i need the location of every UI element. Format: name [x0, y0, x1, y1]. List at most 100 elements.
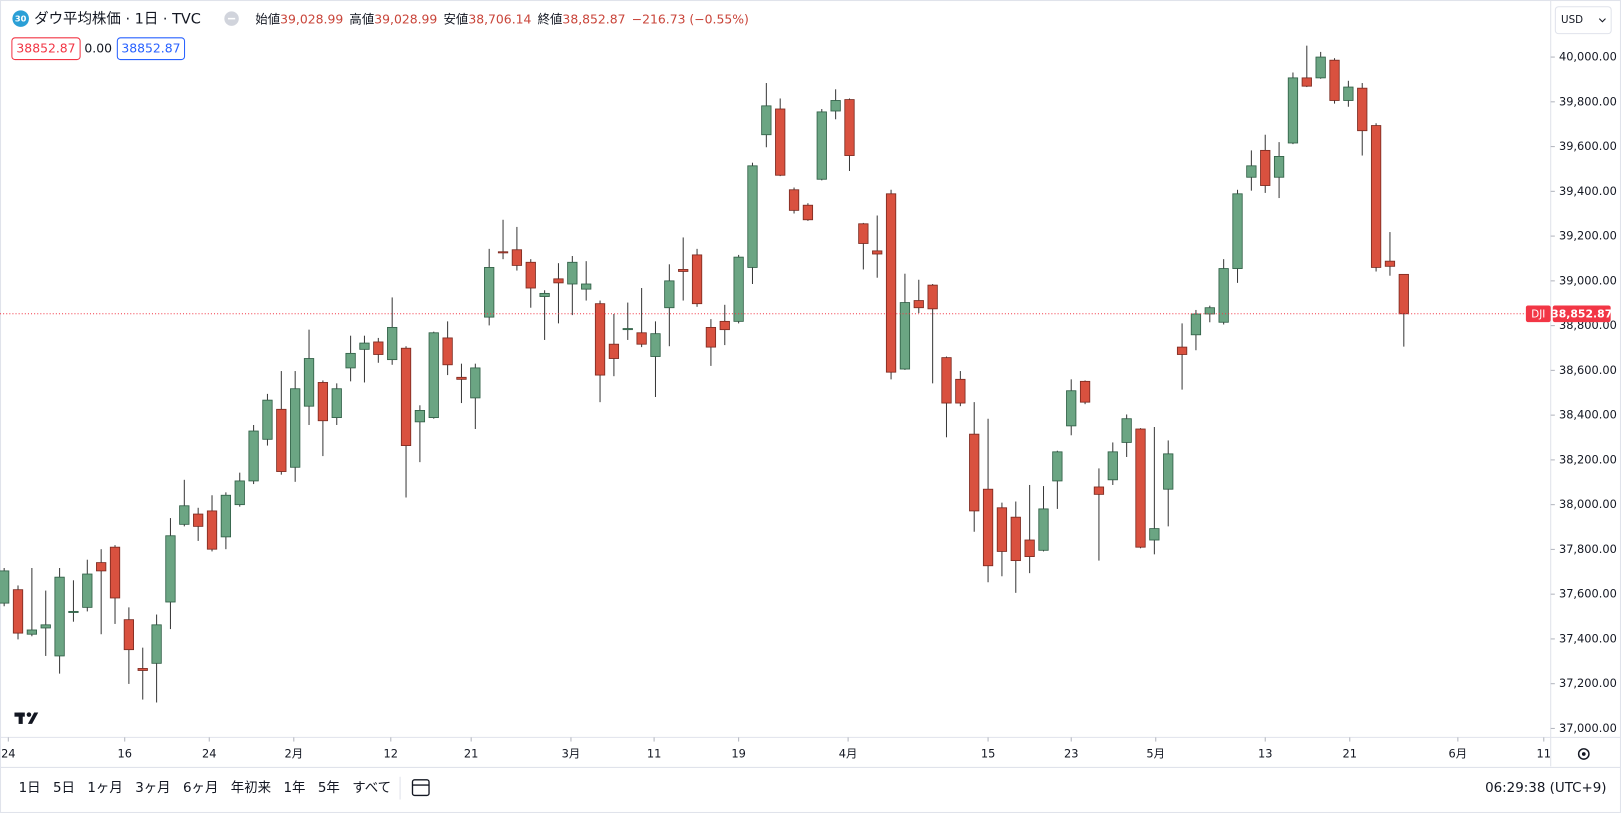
candle-body — [276, 408, 287, 472]
price-tag-text: 38,852.87 — [1551, 307, 1612, 320]
candle-body — [193, 513, 204, 527]
y-tick-label: 40,000.00 — [1559, 50, 1617, 64]
candle-body — [1038, 508, 1049, 551]
ohlc-label: 終値 — [538, 11, 563, 26]
settings-button[interactable] — [1577, 748, 1590, 760]
candle-body — [442, 337, 453, 366]
candle-body — [1066, 390, 1077, 427]
x-tick-label: 15 — [981, 746, 995, 760]
ohlc-value: 38,706.14 — [468, 11, 531, 26]
range-button[interactable]: 年初来 — [231, 780, 271, 796]
candle-body — [872, 250, 883, 255]
candle-body — [733, 256, 744, 322]
calendar-button[interactable] — [411, 779, 430, 797]
x-tick-label: 4月 — [839, 746, 858, 760]
candle-body — [775, 108, 786, 176]
candle-body — [1163, 453, 1174, 490]
candle-body — [400, 347, 412, 446]
logo-part — [27, 712, 39, 724]
candle-body — [899, 302, 911, 370]
x-tick-label: 19 — [731, 746, 745, 760]
candle-body — [1121, 418, 1132, 443]
candle-body — [82, 573, 93, 608]
symbol-tag-text: DJI — [1531, 308, 1545, 320]
candle-body — [539, 292, 550, 297]
y-tick-label: 39,400.00 — [1559, 184, 1617, 198]
badge-text: 30 — [15, 14, 27, 24]
candle-body — [553, 278, 564, 284]
x-tick-label: 6月 — [1449, 746, 1468, 760]
symbol-badge — [12, 10, 29, 27]
range-button[interactable]: 6ヶ月 — [183, 781, 218, 796]
candle-body — [1204, 307, 1215, 315]
candle-body — [636, 332, 647, 345]
candle-body — [844, 99, 855, 156]
candle-body — [1135, 428, 1146, 548]
ohlc-label: 始値 — [255, 11, 280, 26]
ohlc-value: 38,852.87 — [562, 11, 625, 26]
candle-body — [317, 382, 329, 422]
candle-body — [109, 546, 121, 599]
candle-body — [303, 358, 315, 407]
range-button[interactable]: 3ヶ月 — [135, 781, 170, 796]
candle-body — [913, 300, 924, 309]
sell-box[interactable] — [11, 37, 81, 61]
candle-body — [1176, 346, 1188, 355]
ohlc-value: 39,028.99 — [280, 11, 343, 26]
y-tick-label: 37,000.00 — [1559, 721, 1617, 735]
candle-body — [262, 399, 273, 440]
candle-body — [387, 326, 398, 361]
ohlc-legend: 始値39,028.99 高値39,028.99 安値38,706.14 終値38,85… — [255, 11, 749, 26]
candle-body — [234, 480, 245, 506]
ohlc-label: 高値 — [349, 11, 374, 26]
candle-body — [220, 494, 232, 538]
range-button[interactable]: 1日 — [19, 781, 41, 796]
candle-body — [1384, 260, 1396, 267]
candle-body — [830, 100, 841, 112]
x-tick-label: 21 — [1343, 746, 1357, 760]
candle-body — [1370, 125, 1382, 268]
currency: USD — [1561, 14, 1583, 26]
candle-body — [941, 357, 952, 404]
y-tick-label: 39,600.00 — [1559, 139, 1617, 153]
candle-body — [525, 261, 536, 289]
range-button[interactable]: 5年 — [318, 780, 340, 796]
calendar-icon — [411, 779, 430, 797]
candle-body — [1218, 268, 1229, 323]
range-button[interactable]: すべて — [352, 780, 391, 796]
x-tick-label: 24 — [202, 746, 216, 760]
symbol-title[interactable]: ダウ平均株価 · 1日 · TVC — [34, 11, 201, 28]
candle-body — [1260, 149, 1271, 186]
currency-select[interactable] — [1554, 6, 1612, 35]
candle-body — [206, 510, 218, 550]
buy-box[interactable] — [116, 37, 186, 61]
range-button[interactable]: 5日 — [53, 781, 75, 796]
candle-body — [428, 332, 439, 419]
buy-price: 38852.87 — [121, 41, 180, 56]
candle-body — [40, 624, 51, 629]
candle-body — [12, 589, 24, 634]
candle-body — [858, 223, 869, 244]
logo-part — [18, 712, 23, 724]
range-button[interactable]: 1年 — [284, 780, 306, 796]
x-tick-label: 12 — [384, 746, 398, 760]
dropdown-arrow — [1598, 18, 1606, 23]
candle-body — [1246, 165, 1257, 178]
y-tick-label: 38,200.00 — [1559, 452, 1617, 466]
candle-body — [1093, 486, 1105, 495]
price-tag — [1552, 305, 1611, 323]
candle-body — [497, 251, 509, 254]
ohlc-change: −216.73 (−0.55%) — [632, 11, 749, 26]
candle-body — [719, 320, 730, 331]
candle-body — [1287, 77, 1299, 144]
x-tick-label: 16 — [117, 746, 131, 760]
y-tick-label: 37,600.00 — [1559, 587, 1617, 601]
candle-body — [345, 352, 356, 369]
candle-body — [1107, 451, 1118, 481]
candle-body — [1232, 193, 1243, 269]
candle-body — [650, 333, 661, 357]
candle-body — [54, 576, 65, 657]
range-button[interactable]: 1ヶ月 — [87, 781, 122, 796]
candle-body — [802, 204, 814, 221]
